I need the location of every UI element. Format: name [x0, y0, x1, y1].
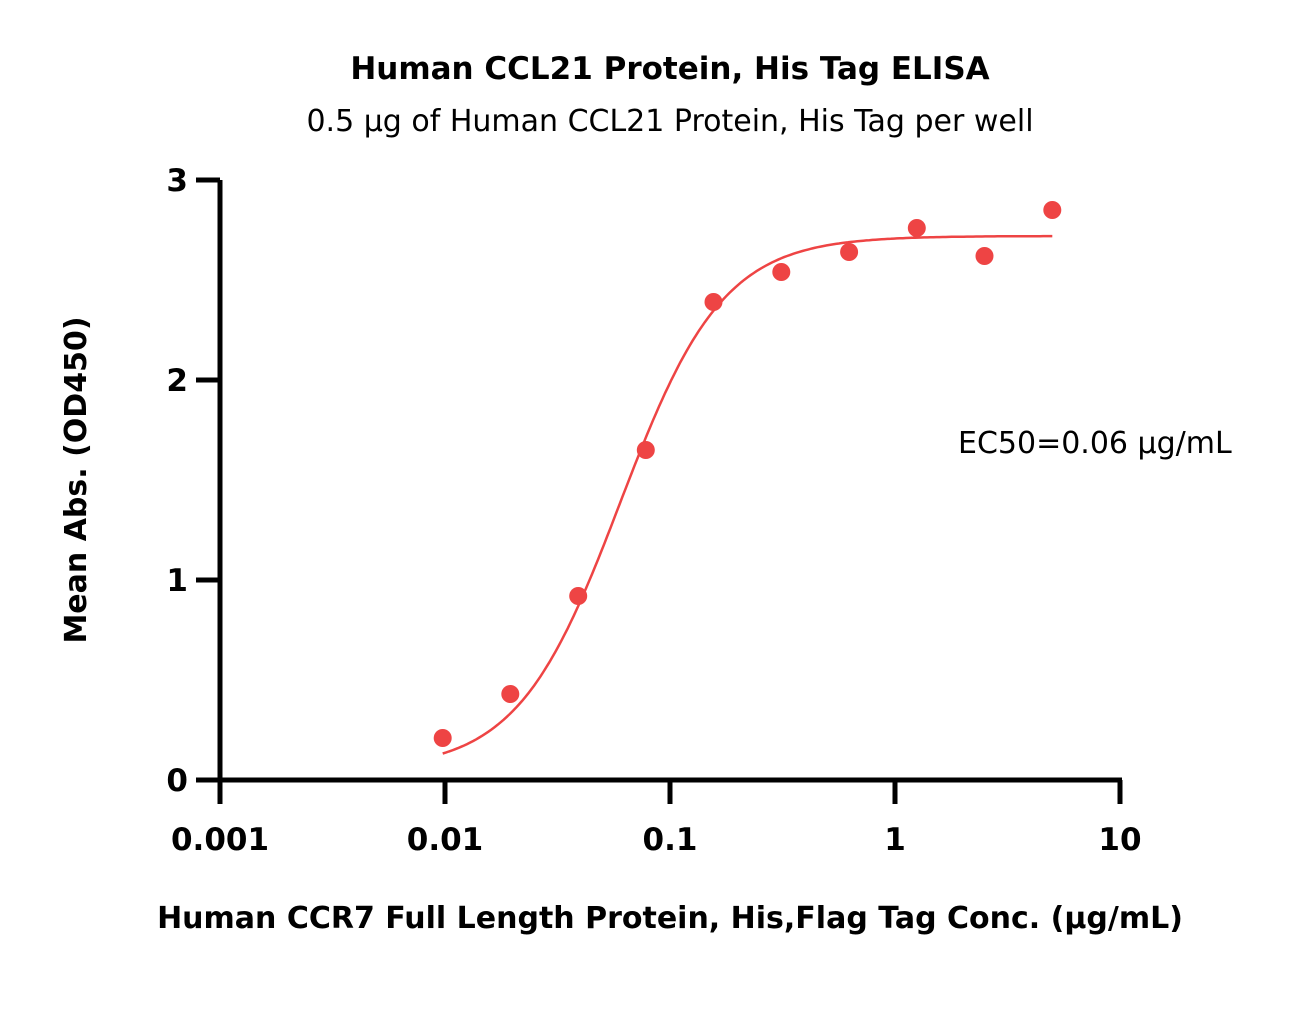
axis-ticks: 0.001 0.01 0.1 1 10 0 1 2 3	[166, 163, 1141, 858]
y-axis-title: Mean Abs. (OD450)	[59, 316, 94, 643]
fit-curve	[442, 234, 1053, 755]
data-point	[975, 247, 994, 265]
y-tick-label: 0	[166, 763, 188, 799]
data-points	[433, 201, 1062, 747]
x-tick-label: 0.01	[407, 822, 484, 858]
data-point	[636, 441, 655, 459]
y-tick-label: 3	[166, 163, 188, 199]
chart-title: Human CCL21 Protein, His Tag ELISA	[350, 51, 989, 87]
y-tick-label: 1	[166, 563, 188, 599]
data-point	[433, 729, 452, 747]
data-point	[772, 263, 791, 281]
data-point	[840, 243, 859, 261]
data-point	[1043, 201, 1062, 219]
x-tick-label: 10	[1098, 822, 1141, 858]
y-tick-label: 2	[166, 363, 188, 399]
x-axis-title: Human CCR7 Full Length Protein, His,Flag…	[157, 901, 1183, 936]
data-point	[704, 293, 723, 311]
x-tick-label: 0.001	[171, 822, 269, 858]
chart-subtitle: 0.5 μg of Human CCL21 Protein, His Tag p…	[306, 104, 1033, 139]
data-point	[907, 219, 926, 237]
ec50-annotation: EC50=0.06 μg/mL	[958, 426, 1232, 461]
x-tick-label: 0.1	[643, 822, 698, 858]
x-tick-label: 1	[884, 822, 906, 858]
data-point	[501, 685, 520, 703]
data-point	[569, 587, 588, 605]
